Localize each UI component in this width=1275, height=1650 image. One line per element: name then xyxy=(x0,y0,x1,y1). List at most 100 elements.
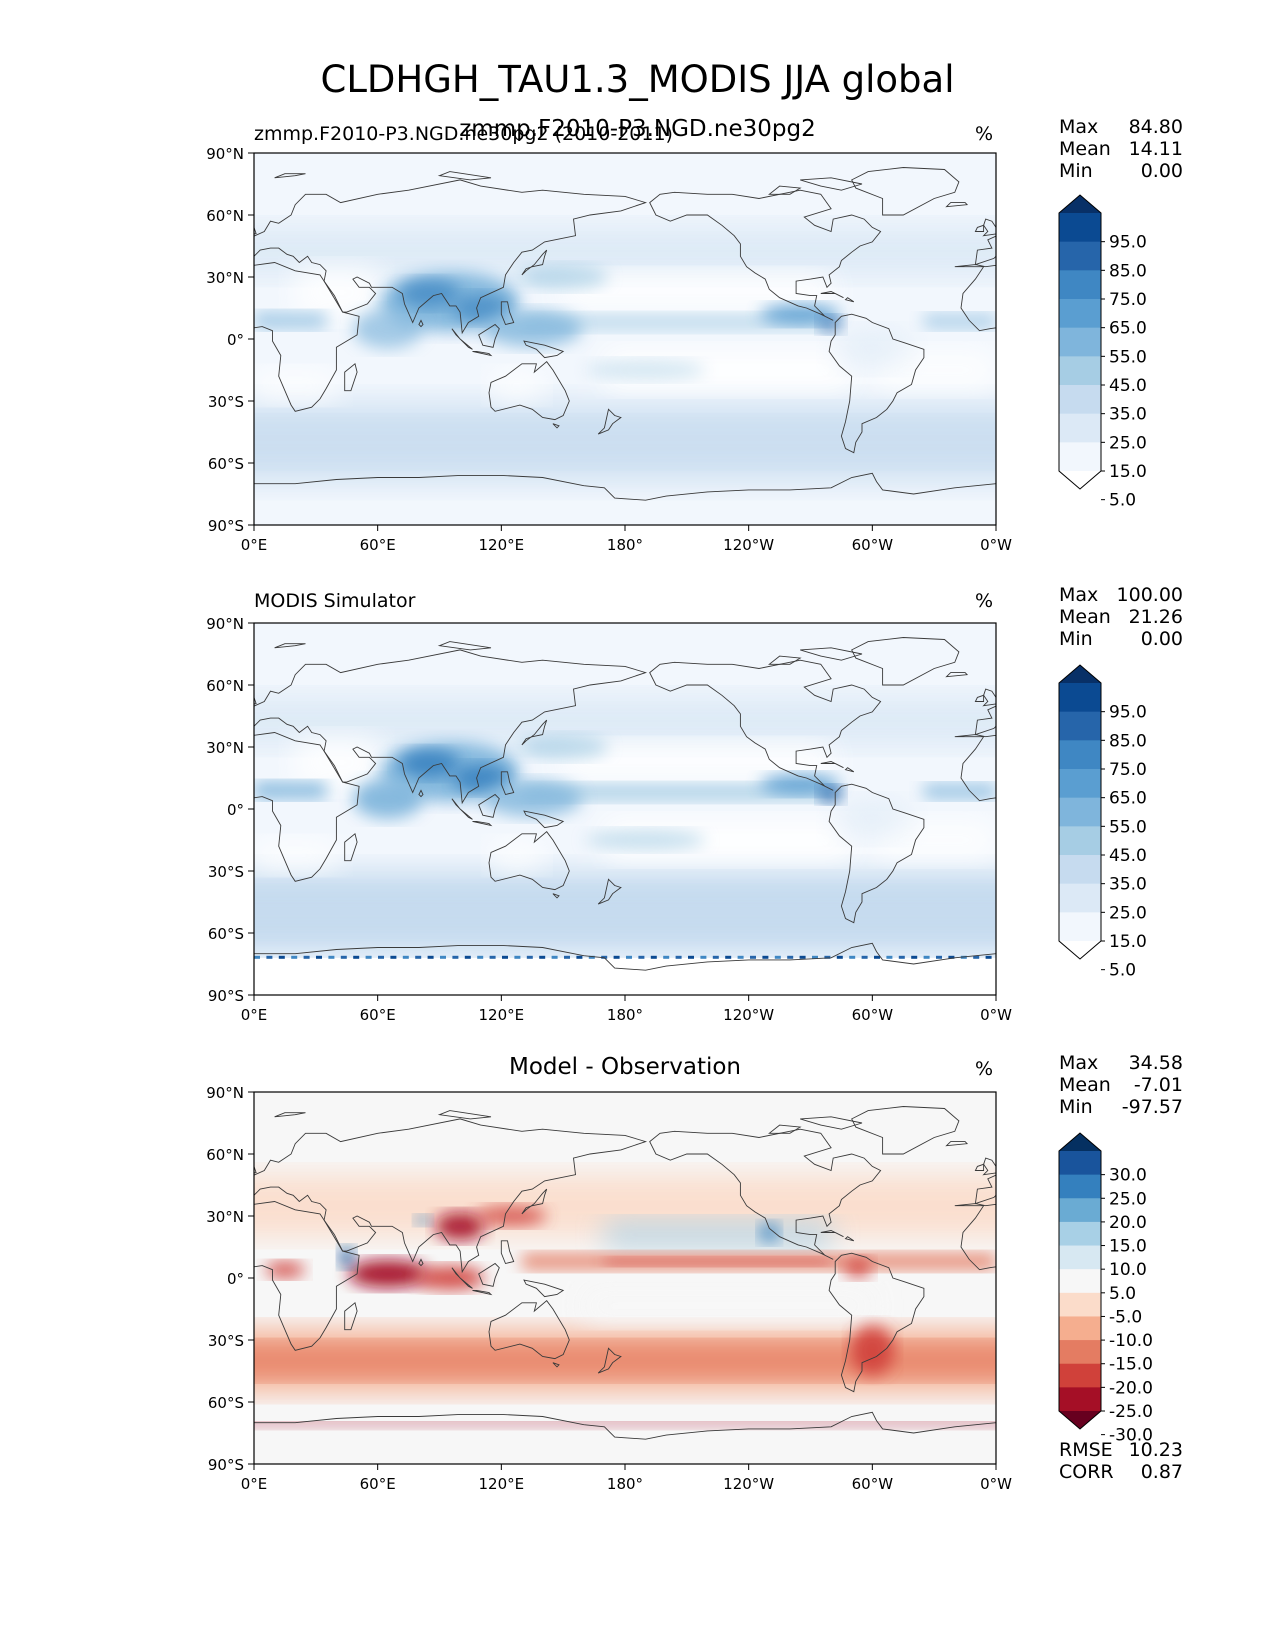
bay-of-bengal xyxy=(399,749,460,778)
panel-2-field xyxy=(254,623,996,995)
sh-neg-core xyxy=(254,1344,996,1378)
colorbar-label: 85.0 xyxy=(1109,731,1147,751)
coastline xyxy=(768,185,802,195)
edge-speckle xyxy=(849,955,856,959)
coastline xyxy=(1243,1241,1255,1264)
coastline xyxy=(521,249,548,276)
coastline xyxy=(500,301,515,326)
colorbar-segment xyxy=(1059,1292,1101,1317)
colorbar-label: -20.0 xyxy=(1109,1378,1153,1398)
coastline xyxy=(344,833,358,862)
np-positive xyxy=(604,1220,832,1250)
edge-speckle xyxy=(750,955,756,959)
panel-2-map: 90°N 60°N 30°N 0° 30°S 60°S 90°S0°E 60°E 120°E 18… xyxy=(0,615,1012,1024)
coastline xyxy=(472,820,493,827)
edge-speckle xyxy=(254,955,260,959)
colorbar-segment xyxy=(1059,1340,1101,1365)
coastline xyxy=(649,659,882,791)
colorbar-segment xyxy=(1059,883,1101,913)
panel-1-left-label: zmmp.F2010-P3.NGD.ne30pg2 (2010-2011) xyxy=(254,123,673,145)
panel-3-footer-stats: RMSE 10.23 CORR 0.87 xyxy=(1059,1439,1183,1483)
coastline xyxy=(437,1110,492,1120)
edge-speckle xyxy=(936,955,942,959)
edge-speckle xyxy=(539,955,546,959)
coastline xyxy=(79,1231,102,1237)
coastline xyxy=(552,423,560,429)
edge-speckle xyxy=(588,955,595,959)
coastline xyxy=(488,361,570,421)
colorbar-segment xyxy=(1059,241,1101,271)
coastline xyxy=(0,660,139,790)
edge-speckle xyxy=(353,955,360,959)
lat-tick-label: 0° xyxy=(227,1270,244,1288)
coastline xyxy=(87,784,182,923)
coastline xyxy=(552,893,560,899)
coastline xyxy=(974,694,985,702)
africa-itcz xyxy=(254,312,327,329)
edge-speckle xyxy=(378,955,384,959)
edge-speckle xyxy=(650,955,657,959)
np-clear xyxy=(563,272,832,308)
pacific-itcz xyxy=(521,314,832,331)
colorbar-segment xyxy=(1059,213,1101,243)
africa-itcz xyxy=(254,782,327,799)
colorbar-segment xyxy=(1059,1245,1101,1270)
edge-speckle xyxy=(278,955,285,959)
antarctica-coastline xyxy=(254,942,996,971)
coastline xyxy=(110,168,217,216)
kuroshio xyxy=(518,265,609,289)
edge-speckle xyxy=(514,955,521,959)
panel-2-stats: Max 100.00 Mean 21.26 Min 0.00 xyxy=(1059,584,1183,650)
coastline xyxy=(418,319,424,328)
coastline xyxy=(437,641,492,651)
edge-speckle xyxy=(787,955,794,959)
lat-tick-label: 60°N xyxy=(206,1146,244,1164)
lat-tick-label: 90°S xyxy=(208,1456,244,1474)
colorbar-label: -30.0 xyxy=(1109,1426,1153,1446)
edge-speckle xyxy=(712,955,719,959)
coastline xyxy=(418,789,424,798)
coastline xyxy=(597,878,622,905)
edge-speckle xyxy=(638,955,645,959)
spcz xyxy=(585,830,706,850)
edge-speckle xyxy=(688,955,694,959)
colorbar-label: 30.0 xyxy=(1109,1166,1147,1186)
colorbar-label: 75.0 xyxy=(1109,290,1147,310)
lon-tick-label: 120°W xyxy=(723,1006,774,1024)
coastline xyxy=(1017,1113,1048,1117)
edge-speckle xyxy=(898,955,905,959)
coastline xyxy=(1231,1301,1275,1359)
coastline xyxy=(982,218,996,237)
lon-tick-label: 0°E xyxy=(241,1475,268,1493)
spcz xyxy=(585,360,706,380)
central-america xyxy=(760,304,841,325)
lon-tick-label: 60°E xyxy=(360,536,396,554)
panel-3-field xyxy=(254,1092,996,1464)
coastline xyxy=(820,1230,844,1238)
stat-mean: Mean 21.26 xyxy=(1059,606,1183,628)
colorbar-label: 75.0 xyxy=(1109,760,1147,780)
coastline xyxy=(800,647,863,661)
tibet-pos xyxy=(415,1215,432,1226)
kuroshio xyxy=(518,735,609,759)
central-america xyxy=(760,774,841,795)
lat-tick-label: 60°S xyxy=(208,455,244,473)
south-america-neg xyxy=(850,1325,895,1376)
colorbar-segment xyxy=(1059,711,1101,741)
colorbar-segment xyxy=(1059,740,1101,770)
colorbar-label: 85.0 xyxy=(1109,261,1147,281)
colorbar-segment xyxy=(1059,1387,1101,1412)
coastline xyxy=(254,179,648,335)
coastline xyxy=(945,1141,969,1147)
stat-mean: Mean -7.01 xyxy=(1059,1074,1183,1096)
colorbar-label: 25.0 xyxy=(1109,903,1147,923)
lat-tick-label: 90°S xyxy=(208,987,244,1005)
coastline xyxy=(768,1124,802,1134)
coastline xyxy=(500,1240,515,1265)
coastline xyxy=(58,648,120,660)
coastline xyxy=(597,1347,622,1374)
panel-1-map: 90°N 60°N 30°N 0° 30°S 60°S 90°S0°E 60°E 120°E 18… xyxy=(79,145,1012,554)
coastline xyxy=(79,292,102,298)
antarctica-coastline xyxy=(254,1411,996,1440)
antarctica-coastline xyxy=(254,472,996,501)
